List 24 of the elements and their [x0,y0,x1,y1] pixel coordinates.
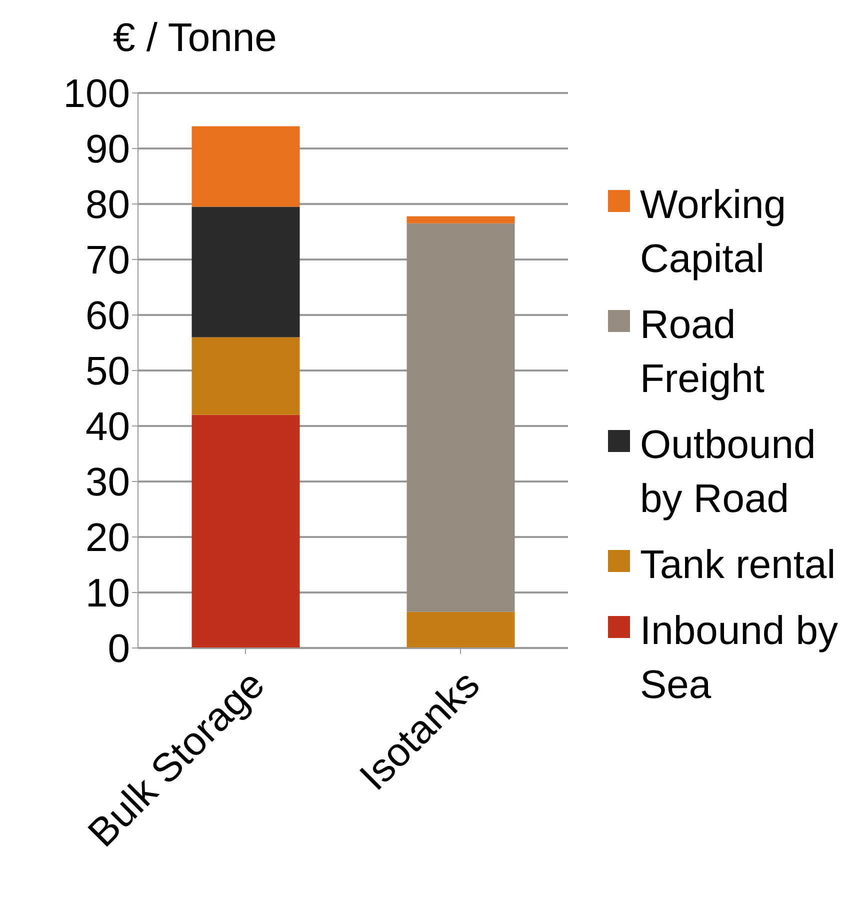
y-tick-label: 80 [86,183,130,228]
bar [192,126,300,207]
legend-label: Outbound by Road [640,422,817,523]
legend-label: Road Freight [640,302,766,403]
y-tick-label: 70 [86,238,130,283]
bar [192,206,300,338]
bar [406,216,515,224]
y-tick-label: 60 [86,294,130,338]
y-tick-label: 50 [86,350,130,394]
y-tick-label: 20 [86,516,130,560]
y-tick-label: 10 [86,572,130,616]
y-tick-label: 100 [63,72,130,116]
legend-label: Inbound by Sea [640,608,838,709]
legend-label: Working Capital [640,182,787,283]
legend-label: Tank rental [640,542,836,589]
bar [406,223,515,612]
y-tick-label: 30 [86,460,130,505]
bar [192,337,300,415]
y-tick-label: 0 [108,627,130,672]
bar [192,414,300,648]
bar [406,612,515,648]
y-tick-label: 40 [86,405,130,450]
y-axis-title: € / Tonne [113,16,277,61]
y-tick-label: 90 [86,128,130,172]
